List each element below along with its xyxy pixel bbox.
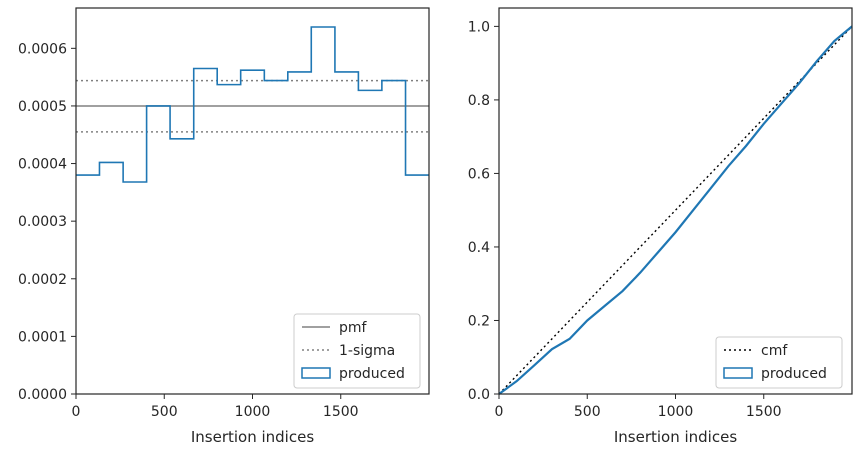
- legend-label: 1-sigma: [339, 343, 395, 359]
- x-tick-label: 0: [495, 404, 504, 420]
- y-tick-label: 0.8: [468, 93, 490, 109]
- x-axis-label: Insertion indices: [191, 428, 314, 446]
- y-tick-label: 0.0003: [18, 214, 67, 230]
- x-tick-label: 0: [72, 404, 81, 420]
- legend-label: pmf: [339, 320, 368, 336]
- legend-label: produced: [339, 366, 405, 382]
- x-tick-label: 1000: [658, 404, 694, 420]
- legend-label: produced: [761, 366, 827, 382]
- plot-frame: [75, 7, 430, 395]
- y-tick-label: 0.0006: [18, 41, 67, 57]
- right-cumulative-chart: 0 500 1000 1500 0.0 0.2 0.4 0.6 0.8 1.0 Insertion …: [468, 7, 853, 446]
- x-tick-label: 1500: [746, 404, 782, 420]
- y-tick-label: 1.0: [468, 19, 490, 35]
- left-histogram-chart: 0 500 1000 1500 0.0000 0.0001 0.0002 0.0003 0.00…: [18, 7, 430, 446]
- legend-label: cmf: [761, 343, 788, 359]
- produced-line: [498, 25, 853, 395]
- y-tick-label: 0.4: [468, 240, 490, 256]
- y-tick-label: 0.2: [468, 313, 490, 329]
- x-tick-label: 500: [574, 404, 601, 420]
- y-tick-label: 0.6: [468, 166, 490, 182]
- x-tick-label: 1500: [323, 404, 359, 420]
- y-tick-label: 0.0005: [18, 99, 67, 115]
- x-tick-label: 1000: [235, 404, 271, 420]
- x-axis-label: Insertion indices: [614, 428, 737, 446]
- legend-box: [293, 313, 421, 389]
- y-tick-label: 0.0002: [18, 272, 67, 288]
- legend-swatch-box: [723, 367, 753, 379]
- plot-frame: [498, 7, 853, 395]
- produced-histogram-steps: [76, 26, 429, 183]
- y-tick-label: 0.0004: [18, 157, 67, 173]
- legend-box: [715, 336, 843, 389]
- y-tick-label: 0.0000: [18, 387, 67, 403]
- legend-swatch-box: [301, 367, 331, 379]
- y-tick-label: 0.0: [468, 387, 490, 403]
- y-tick-label: 0.0001: [18, 329, 67, 345]
- x-tick-label: 500: [151, 404, 178, 420]
